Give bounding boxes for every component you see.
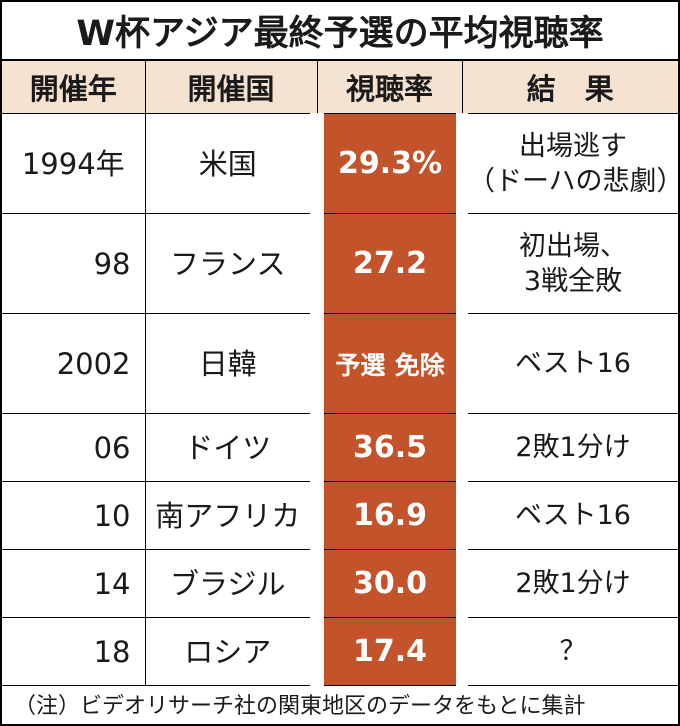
rate-value: 16.9 [352,498,428,533]
result-line: ベスト16 [515,500,631,531]
result-cell: 2敗1分け [461,549,678,618]
table-row: 2002 日韓 予選 免除 ベスト16 [2,313,678,414]
rate-cell: 予選 免除 [310,313,468,414]
rate-cell: 16.9 [310,481,468,550]
footnote: （注）ビデオリサーチ社の関東地区のデータをもとに集計 [14,693,586,719]
header-result: 結 果 [461,60,678,114]
result-cell: 出場逃す （ドーハの悲劇） [461,113,680,214]
rate-cell: 29.3% [310,113,468,214]
host-cell: フランス [144,213,318,314]
header-row: 開催年 開催国 視聴率 結 果 [2,60,678,114]
table-row: 1994年 米国 29.3% 出場逃す （ドーハの悲劇） [2,113,680,214]
figure-title: W杯アジア最終予選の平均視聴率 [2,2,678,60]
result-cell: ベスト16 [461,481,678,550]
result-cell: ？ [461,617,678,686]
year-cell: 18 [2,617,146,686]
result-line: ？ [559,636,587,667]
table-row: 14 ブラジル 30.0 2敗1分け [2,549,678,618]
result-line: 出場逃す [519,130,627,162]
year-cell: 1994年 [2,113,146,214]
rate-value: 29.3% [337,146,443,181]
result-line: （ドーハの悲劇） [468,165,680,197]
header-year: 開催年 [2,60,146,114]
result-line: ベスト16 [515,348,631,379]
rate-value: 17.4 [352,634,428,669]
result-line: 初出場、 [519,230,627,262]
table-row: 10 南アフリカ 16.9 ベスト16 [2,481,678,550]
table-row: 98 フランス 27.2 初出場、 3戦全敗 [2,213,678,314]
rate-cell: 17.4 [310,617,468,686]
table-row: 18 ロシア 17.4 ？ [2,617,678,686]
result-line: 2敗1分け [515,432,631,463]
rate-value-line: 予選 [335,350,386,380]
host-cell: 日韓 [144,313,318,414]
year-cell: 2002 [2,313,146,414]
result-line: 3戦全敗 [523,265,623,297]
rate-cell: 27.2 [310,213,468,314]
host-cell: ブラジル [144,549,318,618]
year-cell: 10 [2,481,146,550]
header-rate: 視聴率 [316,60,463,114]
host-cell: ロシア [144,617,318,686]
rate-value: 27.2 [352,246,428,281]
result-cell: 2敗1分け [461,413,678,482]
result-line: 2敗1分け [515,568,631,599]
header-host: 開催国 [144,60,318,114]
host-cell: 南アフリカ [144,481,318,550]
rate-cell: 36.5 [310,413,468,482]
result-cell: 初出場、 3戦全敗 [461,213,678,314]
ratings-table: 開催年 開催国 視聴率 結 果 1994年 米国 29.3% 出場逃す （ドーハ… [2,60,678,686]
year-cell: 06 [2,413,146,482]
rate-value: 30.0 [352,566,428,601]
host-cell: ドイツ [144,413,318,482]
result-cell: ベスト16 [461,313,678,414]
rate-cell: 30.0 [310,549,468,618]
host-cell: 米国 [144,113,318,214]
year-cell: 14 [2,549,146,618]
year-cell: 98 [2,213,146,314]
rate-value-line: 免除 [394,350,445,380]
table-row: 06 ドイツ 36.5 2敗1分け [2,413,678,482]
rate-value: 36.5 [352,430,428,465]
